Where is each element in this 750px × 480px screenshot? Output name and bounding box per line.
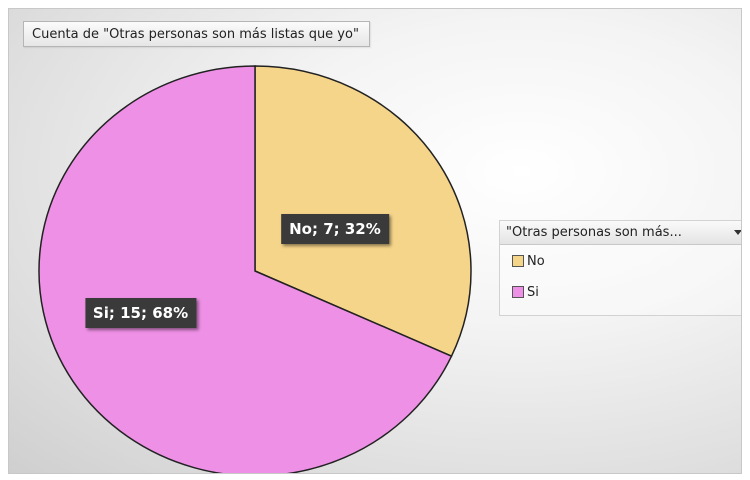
pie-chart [38,65,472,474]
legend-label-no: No [527,254,545,269]
pie-slice-no[interactable] [254,65,472,358]
legend-title: "Otras personas son más... [506,225,682,240]
legend-item-si: Si [512,284,539,302]
legend-field-button[interactable]: "Otras personas son más... [500,221,741,245]
chevron-down-icon[interactable] [734,230,741,235]
data-label-si: Si; 15; 68% [84,298,197,329]
pie-slice-si[interactable] [38,65,453,474]
chart-area: Cuenta de "Otras personas son más listas… [8,8,742,474]
chart-title-field-button[interactable]: Cuenta de "Otras personas son más listas… [23,21,370,47]
legend-swatch-no [512,254,524,267]
legend-label-si: Si [527,285,539,300]
legend: "Otras personas son más... No Si [499,220,741,316]
data-label-no: No; 7; 32% [281,213,389,244]
legend-item-no: No [512,253,545,271]
legend-swatch-si [512,285,524,298]
